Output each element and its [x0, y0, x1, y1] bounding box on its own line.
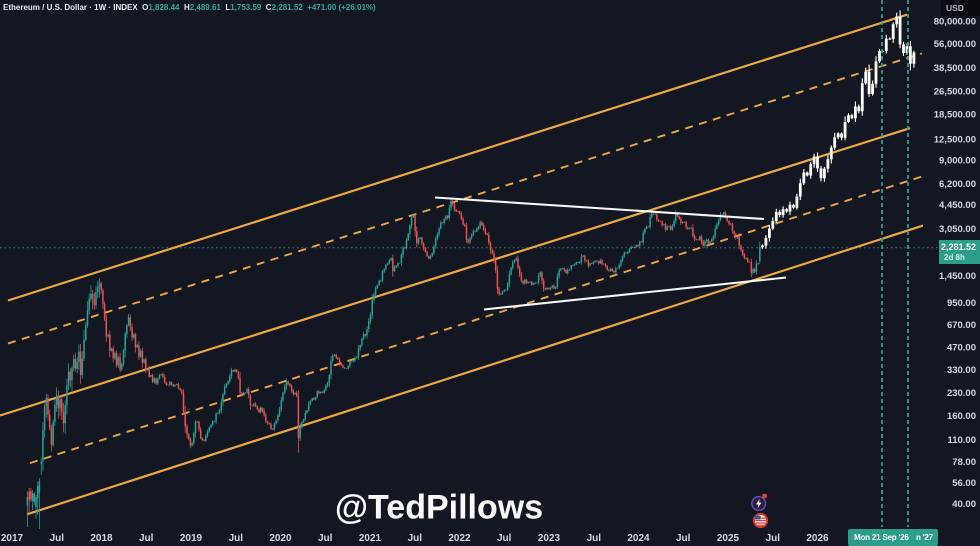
- svg-text:2022: 2022: [448, 533, 471, 544]
- svg-text:230.00: 230.00: [947, 388, 976, 399]
- svg-text:12,500.00: 12,500.00: [934, 134, 976, 145]
- svg-text:670.00: 670.00: [947, 320, 976, 331]
- svg-text:Jul: Jul: [318, 533, 333, 544]
- svg-text:38,500.00: 38,500.00: [934, 63, 976, 74]
- svg-text:950.00: 950.00: [947, 298, 976, 309]
- svg-text:80,000.00: 80,000.00: [934, 17, 976, 28]
- svg-text:6,200.00: 6,200.00: [939, 179, 976, 190]
- svg-text:Jul: Jul: [766, 533, 781, 544]
- svg-text:26,500.00: 26,500.00: [934, 87, 976, 98]
- svg-text:Jul: Jul: [676, 533, 691, 544]
- svg-text:78.00: 78.00: [952, 457, 976, 468]
- svg-text:4,450.00: 4,450.00: [939, 200, 976, 211]
- svg-text:3,050.00: 3,050.00: [939, 224, 976, 235]
- svg-text:56.00: 56.00: [952, 478, 976, 489]
- svg-text:2018: 2018: [90, 533, 113, 544]
- svg-text:1,450.00: 1,450.00: [939, 271, 976, 282]
- svg-text:2021: 2021: [359, 533, 382, 544]
- svg-text:Jul: Jul: [497, 533, 512, 544]
- svg-text:2023: 2023: [538, 533, 561, 544]
- svg-text:Jul: Jul: [408, 533, 423, 544]
- svg-text:56,000.00: 56,000.00: [934, 39, 976, 50]
- svg-text:2017: 2017: [1, 533, 24, 544]
- svg-text:2026: 2026: [806, 533, 829, 544]
- svg-text:40.00: 40.00: [952, 499, 976, 510]
- svg-text:330.00: 330.00: [947, 365, 976, 376]
- svg-text:470.00: 470.00: [947, 343, 976, 354]
- svg-text:Jul: Jul: [587, 533, 602, 544]
- svg-text:2025: 2025: [717, 533, 740, 544]
- svg-text:2020: 2020: [269, 533, 292, 544]
- svg-text:160.00: 160.00: [947, 411, 976, 422]
- svg-text:Jul: Jul: [139, 533, 154, 544]
- svg-text:Jul: Jul: [50, 533, 65, 544]
- svg-text:110.00: 110.00: [947, 435, 976, 446]
- svg-text:18,500.00: 18,500.00: [934, 110, 976, 121]
- svg-text:9,000.00: 9,000.00: [939, 155, 976, 166]
- svg-text:2019: 2019: [180, 533, 203, 544]
- svg-text:2024: 2024: [627, 533, 650, 544]
- svg-text:Jul: Jul: [229, 533, 244, 544]
